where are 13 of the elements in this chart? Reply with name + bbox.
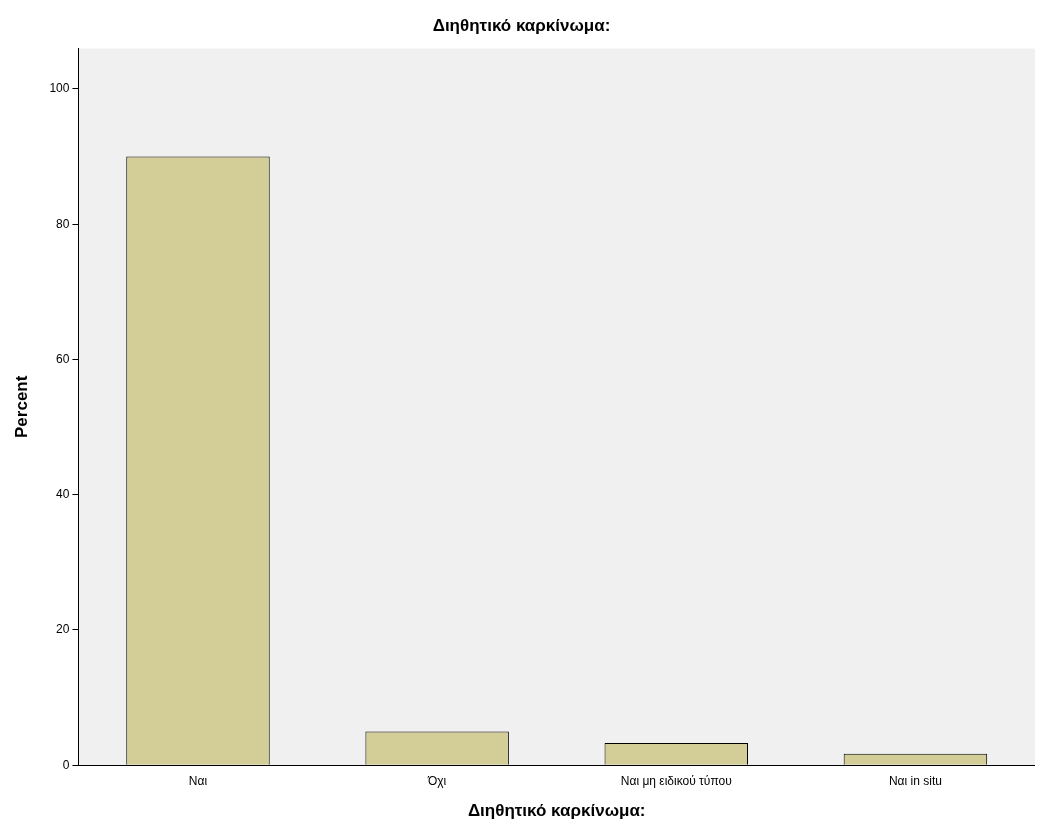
y-tick-label: 20 (56, 622, 70, 637)
y-axis-title: Percent (11, 375, 31, 438)
x-tick-label: Ναι (188, 773, 208, 788)
y-tick-label: 100 (49, 81, 70, 96)
y-tick-label: 80 (56, 216, 70, 231)
x-tick-label: Ναι μη ειδικού τύπου (620, 773, 732, 788)
y-tick-label: 0 (62, 757, 70, 772)
x-tick-label: Όχι (427, 773, 447, 788)
x-tick-label: Ναι in situ (888, 773, 942, 788)
chart-title: Διηθητικό καρκίνωμα: (432, 15, 611, 35)
y-tick-label: 40 (56, 487, 70, 502)
y-tick-label: 60 (56, 351, 70, 366)
x-axis-title: Διηθητικό καρκίνωμα: (467, 801, 646, 821)
